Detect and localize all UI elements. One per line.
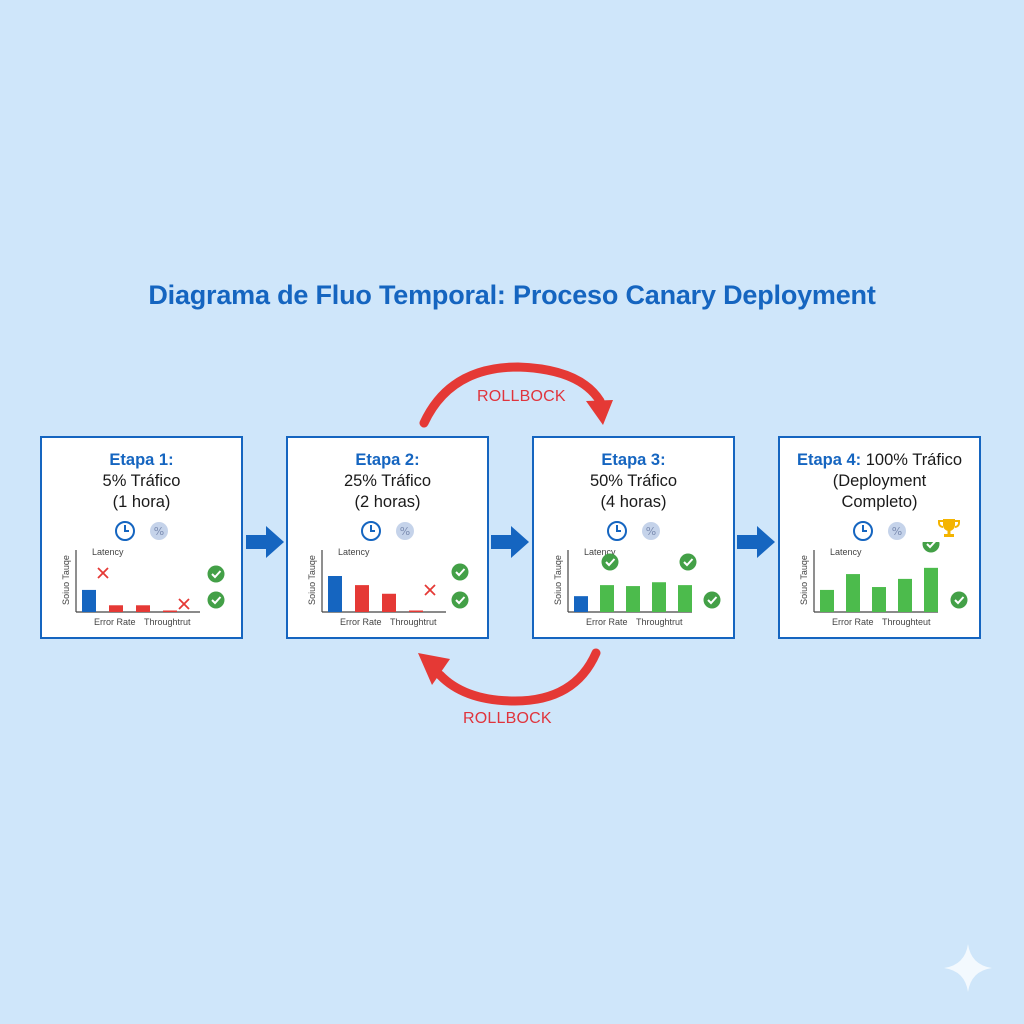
percent-icon: % xyxy=(641,522,660,540)
svg-text:%: % xyxy=(153,525,163,538)
stage-duration: (2 horas) xyxy=(354,493,421,511)
stage-chart: Soiuo Tauqe Latency Error Rate Throughtrut xyxy=(307,547,469,627)
stage-label: Etapa 3: xyxy=(601,451,666,469)
stage-duration: (Deployment xyxy=(832,472,927,490)
clock-icon xyxy=(361,521,382,541)
fail-x-icon xyxy=(178,598,190,610)
pass-check-icon xyxy=(451,563,469,581)
svg-text:%: % xyxy=(645,525,655,538)
trophy-icon xyxy=(938,519,960,537)
stage-traffic: 50% Tráfico xyxy=(589,472,678,490)
stage-duration: (1 hora) xyxy=(112,493,171,511)
fail-x-icon xyxy=(424,584,436,596)
flow-arrow xyxy=(491,526,529,558)
rollback-arrow-bottom xyxy=(418,648,601,706)
stage-label: Etapa 1: xyxy=(109,451,174,469)
chart-bar xyxy=(924,567,938,612)
flow-arrow xyxy=(246,526,284,558)
stage-traffic: 5% Tráfico xyxy=(102,472,181,490)
pass-check-icon xyxy=(703,591,721,609)
error-rate-label: Error Rate xyxy=(832,617,874,627)
percent-icon: % xyxy=(395,522,414,540)
diagram-title: Diagrama de Fluo Temporal: Proceso Canar… xyxy=(148,280,876,310)
stage-traffic: 100% Tráfico xyxy=(865,451,963,469)
pass-check-icon xyxy=(601,553,619,571)
rollback-label-top: ROLLBOCK xyxy=(477,388,566,405)
chart-bar xyxy=(136,605,150,612)
latency-label: Latency xyxy=(92,547,124,557)
chart-bar xyxy=(409,610,423,612)
stage-chart: Soiuo Tauqe Latency Error Rate Throughtrut xyxy=(61,547,225,627)
percent-icon: % xyxy=(887,522,906,540)
pass-check-icon xyxy=(207,591,225,609)
pass-check-icon xyxy=(922,542,940,553)
stage-traffic: 25% Tráfico xyxy=(343,472,432,490)
chart-bar xyxy=(600,585,614,612)
chart-bar xyxy=(163,610,177,612)
chart-bar xyxy=(652,582,666,612)
clock-icon xyxy=(115,521,136,541)
latency-label: Latency xyxy=(830,547,862,557)
flow-arrow xyxy=(737,526,775,558)
stage-duration: (4 horas) xyxy=(600,493,667,511)
y-axis-label: Soiuo Tauqe xyxy=(799,555,809,605)
clock-icon xyxy=(607,521,628,541)
chart-bar xyxy=(574,596,588,612)
pass-check-icon xyxy=(207,565,225,583)
chart-bar xyxy=(355,585,369,612)
stage-status: Completo) xyxy=(841,493,918,511)
pass-check-icon xyxy=(679,553,697,571)
chart-bar xyxy=(328,576,342,612)
chart-bar xyxy=(626,586,640,612)
chart-bar xyxy=(678,585,692,612)
chart-bar xyxy=(382,593,396,612)
chart-bar xyxy=(872,587,886,612)
stage-label: Etapa 4: xyxy=(796,451,862,469)
stage-chart: Soiuo Tauqe Latency Error Rate Throughteut xyxy=(799,542,968,627)
rollback-arrow-top xyxy=(419,362,613,428)
stage-2-card: Etapa 2: 25% Tráfico (2 horas) % Soiuo T… xyxy=(286,436,489,639)
y-axis-label: Soiuo Tauqe xyxy=(307,555,317,605)
error-rate-label: Error Rate xyxy=(586,617,628,627)
stage-chart: Soiuo Tauqe Latency Error Rate Throughtrut xyxy=(553,547,721,627)
rollback-label-bottom: ROLLBOCK xyxy=(463,710,552,727)
svg-text:%: % xyxy=(399,525,409,538)
throughput-label: Throughtrut xyxy=(390,617,437,627)
pass-check-icon xyxy=(451,591,469,609)
chart-bar xyxy=(109,605,123,612)
throughput-label: Throughtrut xyxy=(636,617,683,627)
chart-bar xyxy=(820,589,834,612)
y-axis-label: Soiuo Tauqe xyxy=(61,555,71,605)
stage-4-card: Etapa 4: 100% Tráfico (Deployment Comple… xyxy=(778,436,981,639)
chart-bar xyxy=(898,578,912,612)
fail-x-icon xyxy=(97,567,109,579)
stage-label: Etapa 2: xyxy=(355,451,420,469)
throughput-label: Throughtrut xyxy=(144,617,191,627)
chart-bar xyxy=(82,589,96,612)
y-axis-label: Soiuo Tauqe xyxy=(553,555,563,605)
stage-1-card: Etapa 1: 5% Tráfico (1 hora) % Soiuo Tau… xyxy=(40,436,243,639)
error-rate-label: Error Rate xyxy=(94,617,136,627)
percent-icon: % xyxy=(149,522,168,540)
pass-check-icon xyxy=(950,591,968,609)
latency-label: Latency xyxy=(338,547,370,557)
clock-icon xyxy=(853,521,874,541)
latency-label: Latency xyxy=(584,547,616,557)
chart-bar xyxy=(846,574,860,612)
throughput-label: Throughteut xyxy=(882,617,931,627)
svg-text:%: % xyxy=(891,525,901,538)
error-rate-label: Error Rate xyxy=(340,617,382,627)
sparkle-icon xyxy=(944,944,992,992)
stage-3-card: Etapa 3: 50% Tráfico (4 horas) % Soiuo T… xyxy=(532,436,735,639)
